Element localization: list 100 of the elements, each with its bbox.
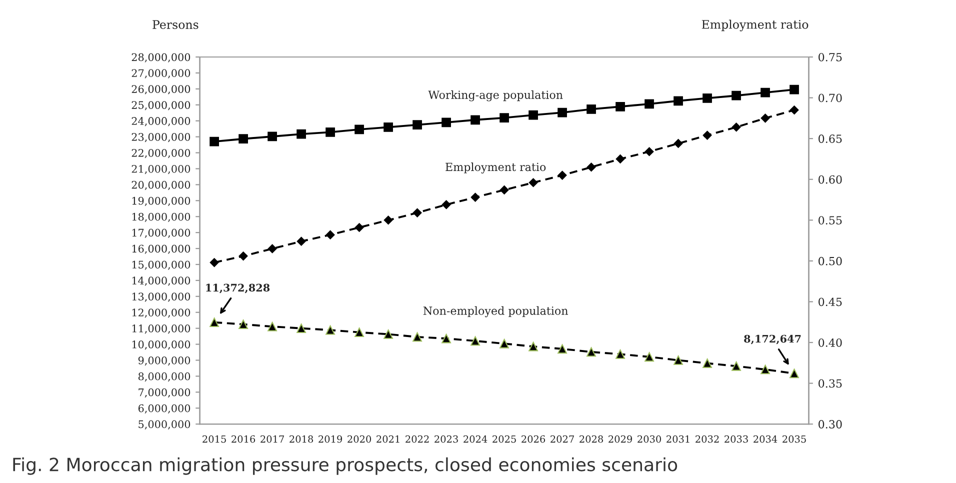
caption: Fig. 2 Moroccan migration pressure prospects, closed economies scenario: [13, 457, 678, 475]
x-tick-label: 2024: [464, 435, 488, 443]
y-tick-label: 9,000,000: [138, 356, 190, 366]
point: [790, 368, 799, 378]
x-tick-label: 2018: [290, 435, 314, 443]
y-tick-label: 15,000,000: [132, 260, 190, 270]
point: [732, 361, 741, 371]
x-tick-label: 2023: [434, 435, 458, 443]
point: [616, 154, 625, 164]
point: [210, 318, 219, 328]
x-tick-label: 2030: [638, 435, 662, 443]
series-label: Working-age population: [428, 90, 563, 102]
point: [500, 113, 509, 122]
point: [268, 322, 277, 332]
point: [268, 132, 277, 142]
annotation: 8,172,647: [744, 334, 801, 344]
y-tick-label: 17,000,000: [132, 228, 190, 238]
x-tick-label: 2022: [406, 435, 429, 443]
y-tick-label: 10,000,000: [132, 340, 190, 350]
point: [384, 122, 393, 132]
y-tick-label: 23,000,000: [132, 133, 190, 142]
point: [732, 90, 741, 100]
x-tick-label: 2035: [782, 435, 806, 443]
point: [412, 208, 422, 218]
x-tick-label: 2025: [492, 435, 516, 443]
point: [384, 216, 393, 225]
point: [644, 147, 654, 156]
y-tick-label: 20,000,000: [132, 180, 190, 190]
x-tick-label: 2034: [754, 435, 778, 443]
y2-tick-label: 0.55: [818, 216, 842, 225]
point: [702, 358, 712, 368]
y-tick-label: 7,000,000: [138, 388, 190, 398]
point: [760, 364, 770, 374]
point: [500, 338, 509, 348]
y-tick-label: 21,000,000: [132, 164, 190, 174]
point: [296, 129, 306, 139]
x-tick-label: 2017: [260, 435, 284, 443]
y-tick-label: 13,000,000: [132, 292, 190, 302]
point: [674, 96, 683, 106]
point: [586, 162, 596, 172]
point: [586, 347, 596, 357]
y-tick-label: 25,000,000: [132, 101, 190, 110]
y-tick-label: 22,000,000: [132, 148, 190, 158]
point: [470, 336, 480, 346]
point: [470, 192, 480, 202]
point: [442, 118, 451, 128]
point: [470, 115, 480, 125]
point: [326, 325, 335, 335]
y2-tick-label: 0.35: [818, 379, 842, 388]
point: [616, 349, 625, 359]
series-label: Non-employed population: [423, 306, 568, 318]
x-tick-label: 2026: [522, 435, 546, 443]
y-tick-label: 11,000,000: [132, 324, 190, 334]
point: [412, 120, 422, 130]
point: [790, 84, 799, 94]
y-tick-label: 24,000,000: [132, 117, 190, 126]
point: [732, 122, 741, 132]
y-tick-label: 14,000,000: [132, 276, 190, 286]
point: [558, 344, 567, 354]
point: [644, 352, 654, 362]
point: [702, 93, 712, 103]
point: [354, 124, 364, 134]
x-tick-label: 2015: [202, 435, 226, 443]
x-tick-label: 2033: [724, 435, 748, 443]
point: [238, 252, 248, 260]
y2-tick-label: 0.75: [818, 52, 842, 62]
y-tick-label: 8,000,000: [138, 372, 190, 382]
point: [354, 328, 364, 337]
y2-tick-label: 0.30: [818, 420, 842, 428]
y-tick-label: 27,000,000: [132, 69, 190, 78]
y2-axis-title: Employment ratio: [702, 20, 808, 32]
annotation: 11,372,828: [206, 284, 270, 294]
y-tick-label: 16,000,000: [132, 244, 190, 254]
point: [528, 342, 538, 352]
y-tick-label: 5,000,000: [138, 420, 190, 430]
point: [674, 139, 683, 148]
x-tick-label: 2031: [666, 435, 690, 443]
y-tick-label: 26,000,000: [132, 85, 190, 94]
point: [412, 332, 422, 342]
point: [384, 330, 393, 339]
x-tick-label: 2020: [348, 435, 372, 443]
point: [760, 88, 770, 98]
point: [268, 244, 277, 254]
x-tick-label: 2019: [318, 435, 342, 443]
point: [238, 320, 248, 330]
y-axis-title: Persons: [152, 20, 198, 30]
y-tick-label: 6,000,000: [138, 404, 190, 414]
point: [238, 134, 248, 144]
x-tick-label: 2027: [550, 435, 574, 443]
point: [616, 102, 625, 112]
y2-tick-label: 0.40: [818, 338, 842, 347]
point: [210, 136, 219, 146]
point: [586, 104, 596, 114]
point: [528, 178, 538, 188]
y2-tick-label: 0.60: [818, 175, 842, 184]
point: [296, 324, 306, 333]
point: [354, 223, 364, 232]
x-tick-label: 2029: [608, 435, 632, 443]
point: [790, 106, 799, 114]
y-tick-label: 19,000,000: [132, 196, 190, 206]
